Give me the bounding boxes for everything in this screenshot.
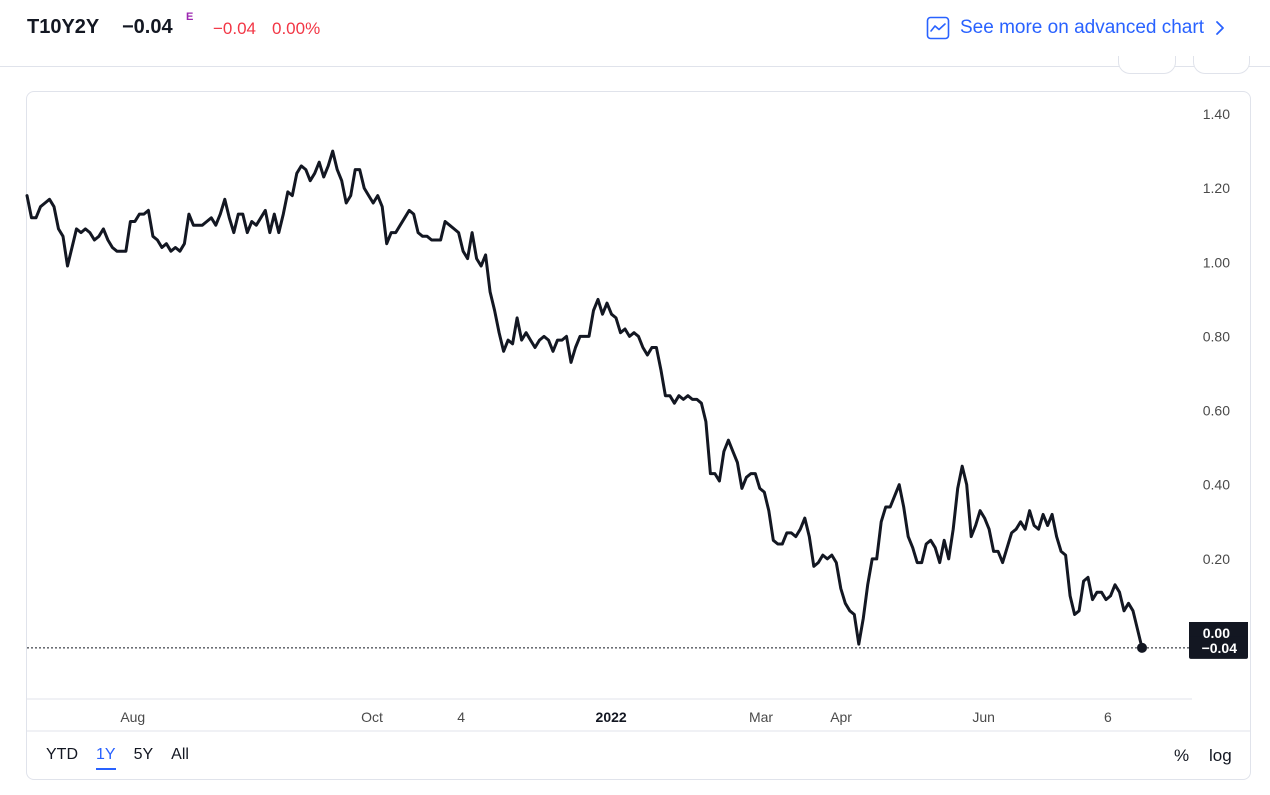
- y-axis: 1.40 1.20 1.00 0.80 0.60 0.40 0.20: [1203, 106, 1230, 567]
- change-value: −0.04: [213, 19, 257, 38]
- last-value-badge-text: −0.04: [1202, 640, 1238, 656]
- series-line-group: [25, 149, 1147, 653]
- range-button-1y[interactable]: 1Y: [96, 746, 116, 770]
- advanced-chart-label: See more on advanced chart: [960, 17, 1204, 38]
- range-button-all[interactable]: All: [171, 746, 189, 763]
- series-line: [25, 149, 1144, 650]
- last-point-marker: [1137, 642, 1147, 653]
- toolbar-button[interactable]: [1118, 56, 1176, 74]
- x-tick-label: 4: [457, 709, 465, 725]
- y-tick-label: 0.40: [1203, 477, 1230, 493]
- chart-line-icon: [926, 16, 950, 40]
- last-value-axis-label: −0.040.00: [1189, 622, 1248, 659]
- x-tick-label: Mar: [749, 709, 773, 725]
- y-tick-label: 0.80: [1203, 328, 1230, 344]
- toolbar-button[interactable]: [1193, 56, 1250, 74]
- chevron-right-icon: [1214, 19, 1226, 37]
- y-tick-label: 0.20: [1203, 551, 1230, 567]
- y-tick-label: 0.60: [1203, 403, 1230, 419]
- x-tick-label: 2022: [596, 709, 627, 725]
- x-tick-label: Aug: [120, 709, 145, 725]
- last-value-badge: [1189, 636, 1248, 659]
- chart-header: T10Y2Y −0.04 E −0.04 0.00% See more on a…: [0, 0, 1270, 67]
- y-tick-label: 1.00: [1203, 254, 1230, 270]
- range-button-ytd[interactable]: YTD: [46, 746, 78, 763]
- change-percent: 0.00%: [272, 19, 321, 38]
- x-tick-label: 6: [1104, 709, 1112, 725]
- x-tick-label: Jun: [972, 709, 995, 725]
- x-tick-label: Apr: [830, 709, 852, 725]
- advanced-chart-link[interactable]: See more on advanced chart: [926, 14, 1226, 42]
- chart-card: [26, 91, 1251, 780]
- range-selector: YTD 1Y 5Y All: [46, 746, 207, 770]
- x-tick-label: Oct: [361, 709, 383, 725]
- last-value: −0.04: [122, 16, 173, 38]
- y-tick-label: 1.20: [1203, 180, 1230, 196]
- data-flag: E: [186, 11, 194, 23]
- y-tick-label: 1.40: [1203, 106, 1230, 122]
- x-axis: Aug Oct 4 2022 Mar Apr Jun 6: [120, 709, 1112, 725]
- symbol-label: T10Y2Y: [27, 16, 100, 38]
- log-scale-toggle[interactable]: log: [1209, 746, 1232, 765]
- range-button-5y[interactable]: 5Y: [133, 746, 154, 763]
- y-tick-label: 0.00: [1203, 625, 1230, 641]
- percent-scale-toggle[interactable]: %: [1174, 746, 1190, 765]
